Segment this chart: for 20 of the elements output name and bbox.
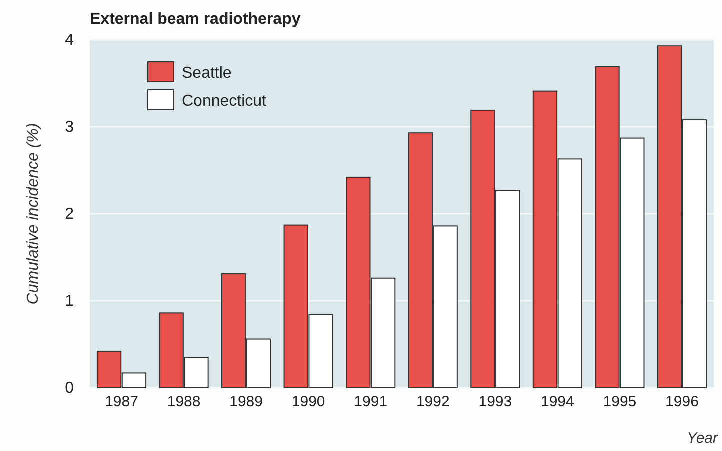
y-tick-label: 2 [65,206,74,224]
legend-label: Seattle [182,65,232,82]
y-axis-title: Cumulative incidence (%) [25,123,42,305]
legend-label: Connecticut [182,93,268,110]
y-tick-label: 1 [65,293,74,310]
x-tick-label: 1988 [167,394,201,411]
x-axis-title: Year [687,430,719,447]
y-tick-label: 3 [65,119,74,136]
x-tick-label: 1989 [230,394,263,411]
y-tick-label: 0 [65,380,74,398]
x-tick-label: 1996 [666,394,699,411]
x-tick-label: 1987 [105,394,138,411]
y-tick-label: 4 [65,32,74,50]
x-tick-label: 1994 [541,394,574,411]
x-tick-label: 1992 [416,394,450,411]
x-tick-label: 1991 [354,394,388,411]
x-tick-label: 1995 [603,394,637,411]
x-tick-label: 1993 [478,394,512,411]
chart-title: External beam radiotherapy [90,11,301,28]
x-tick-label: 1990 [292,394,326,411]
